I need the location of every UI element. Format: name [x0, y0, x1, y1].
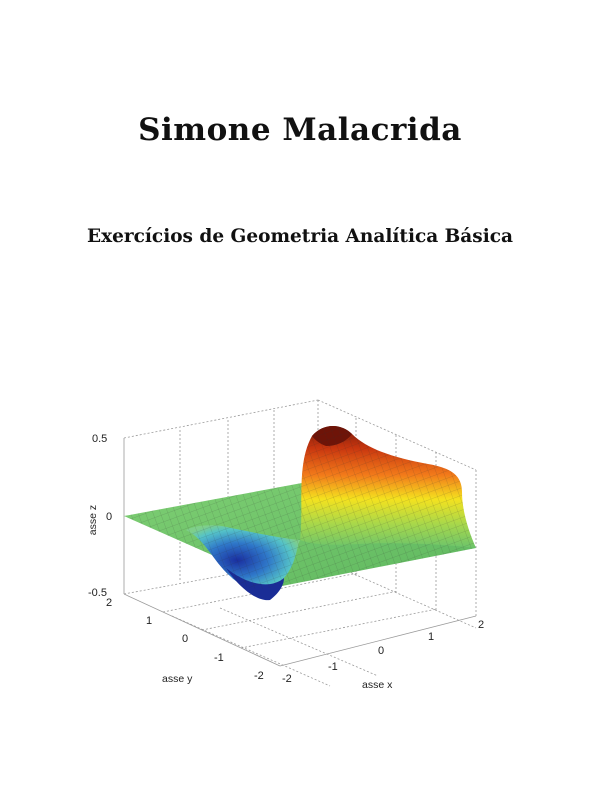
x-tick-label: 0: [378, 645, 384, 657]
y-axis-label: asse y: [162, 673, 193, 685]
z-ticks: 0.5 0 -0.5: [88, 433, 112, 599]
z-tick-label: -0.5: [88, 587, 107, 599]
x-tick-label: -2: [282, 673, 292, 685]
y-tick-label: 2: [106, 597, 112, 609]
y-tick-label: -1: [214, 652, 224, 664]
y-tick-label: 1: [146, 615, 152, 627]
surface-plot: 0.5 0 -0.5 2 1 0 -1 -2 -2 -1 0 1 2 asse …: [87, 399, 484, 691]
z-tick-label: 0.5: [92, 433, 107, 445]
z-tick-label: 0: [106, 511, 112, 523]
y-ticks: 2 1 0 -1 -2: [106, 597, 264, 682]
surface: [124, 426, 476, 601]
y-tick-label: -2: [254, 670, 264, 682]
author-name: Simone Malacrida: [138, 112, 462, 148]
x-tick-label: 2: [478, 619, 484, 631]
z-axis-label: asse z: [87, 505, 99, 535]
x-tick-label: -1: [328, 661, 338, 673]
y-tick-label: 0: [182, 633, 188, 645]
x-axis-label: asse x: [362, 679, 393, 691]
book-title: Exercícios de Geometria Analítica Básica: [86, 226, 513, 247]
x-tick-label: 1: [428, 631, 434, 643]
x-ticks: -2 -1 0 1 2: [282, 619, 484, 685]
